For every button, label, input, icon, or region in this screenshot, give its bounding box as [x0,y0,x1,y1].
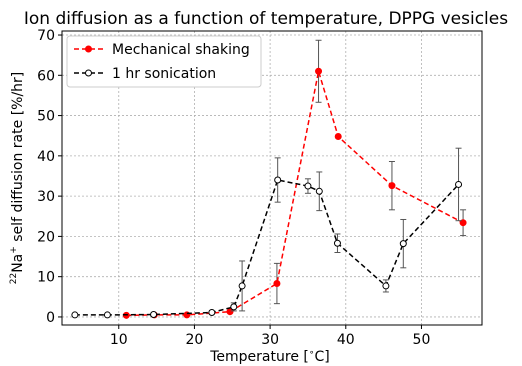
series-layer [71,39,467,319]
data-point [315,187,323,195]
y-tick-label: 20 [37,229,55,245]
data-point [388,182,396,190]
data-point [333,239,341,247]
x-tick-label: 20 [186,332,204,348]
y-tick-label: 0 [46,310,55,326]
y-axis-label-rest: self diffusion rate [%/hr] [10,72,26,246]
data-point [103,311,111,319]
data-point [334,133,342,141]
y-axis-ticks: 0 10 20 30 40 50 60 70 [37,28,62,326]
x-axis-ticks: 10 20 30 40 50 [110,325,431,348]
series-1-hr-sonication [71,147,463,319]
y-axis-label-element: Na [10,254,26,273]
data-point [150,311,158,319]
series-line [74,179,460,316]
legend-label-1-hr-sonication: 1 hr sonication [112,66,216,82]
x-tick-label: 30 [261,332,279,348]
data-point [208,309,216,317]
x-axis-label-main: Temperature [ [209,349,309,365]
data-point [399,240,407,248]
legend: Mechanical shaking 1 hr sonication [66,35,262,88]
data-point [230,303,238,311]
y-axis-label: 22Na+ self diffusion rate [%/hr] [9,72,26,285]
y-tick-label: 40 [37,149,55,165]
y-tick-label: 10 [37,270,55,286]
y-axis-label-charge: + [9,246,19,254]
x-tick-label: 50 [413,332,431,348]
data-point [226,308,234,316]
x-axis-label: Temperature [∘C] [209,348,330,365]
data-point [273,280,281,288]
data-point [455,180,463,188]
data-point [238,282,246,290]
y-tick-label: 30 [37,189,55,205]
x-tick-label: 10 [110,332,128,348]
data-point [315,67,323,75]
legend-box [66,35,262,88]
data-point [71,311,79,319]
x-axis-label-unit: C] [315,349,330,365]
data-point [304,182,312,190]
legend-label-mechanical-shaking: Mechanical shaking [112,42,250,58]
data-point [382,282,390,290]
grid [62,31,482,325]
chart-title: Ion diffusion as a function of temperatu… [24,9,508,29]
series-line [126,71,464,317]
y-axis-label-isotope: 22 [9,273,19,284]
y-tick-label: 60 [37,68,55,84]
y-tick-label: 70 [37,28,55,44]
legend-marker-1-hr-sonication [85,69,92,77]
x-axis-label-degree: ∘ [309,348,315,358]
plot-frame [61,30,483,326]
data-point [274,176,282,184]
legend-marker-mechanical-shaking [85,45,92,53]
y-tick-label: 50 [37,109,55,125]
x-tick-label: 40 [337,332,355,348]
data-point [459,219,467,227]
